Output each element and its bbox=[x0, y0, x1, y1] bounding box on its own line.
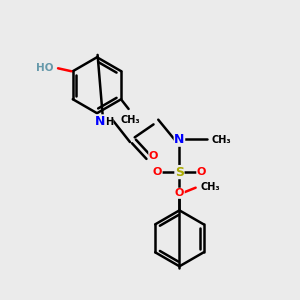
Text: O: O bbox=[197, 167, 206, 177]
Text: N: N bbox=[95, 115, 106, 128]
Text: O: O bbox=[149, 152, 158, 161]
Text: CH₃: CH₃ bbox=[200, 182, 220, 192]
Text: HO: HO bbox=[36, 63, 54, 73]
Text: CH₃: CH₃ bbox=[120, 116, 140, 125]
Text: O: O bbox=[153, 167, 162, 177]
Text: CH₃: CH₃ bbox=[212, 135, 232, 145]
Text: N: N bbox=[174, 133, 184, 146]
Text: H: H bbox=[105, 117, 113, 127]
Text: O: O bbox=[175, 188, 184, 198]
Text: S: S bbox=[175, 166, 184, 178]
